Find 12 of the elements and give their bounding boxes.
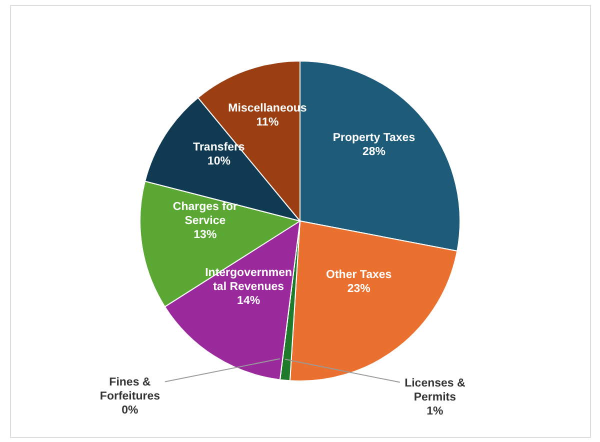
category-label: Fines & Forfeitures [100, 376, 160, 403]
slice-label: Property Taxes [332, 132, 416, 144]
data-label: 13% [194, 229, 217, 242]
slice-label: Licenses & Permits [404, 377, 466, 404]
data-label: 28% [362, 146, 386, 158]
data-label: 1% [426, 405, 444, 418]
data-label: 14% [237, 295, 260, 308]
text: 0% [122, 404, 138, 417]
data-label: 11% [256, 116, 279, 129]
data-label: 23% [347, 282, 370, 295]
slice-label: Other Taxes [326, 268, 392, 281]
data-label: 10% [207, 156, 230, 168]
